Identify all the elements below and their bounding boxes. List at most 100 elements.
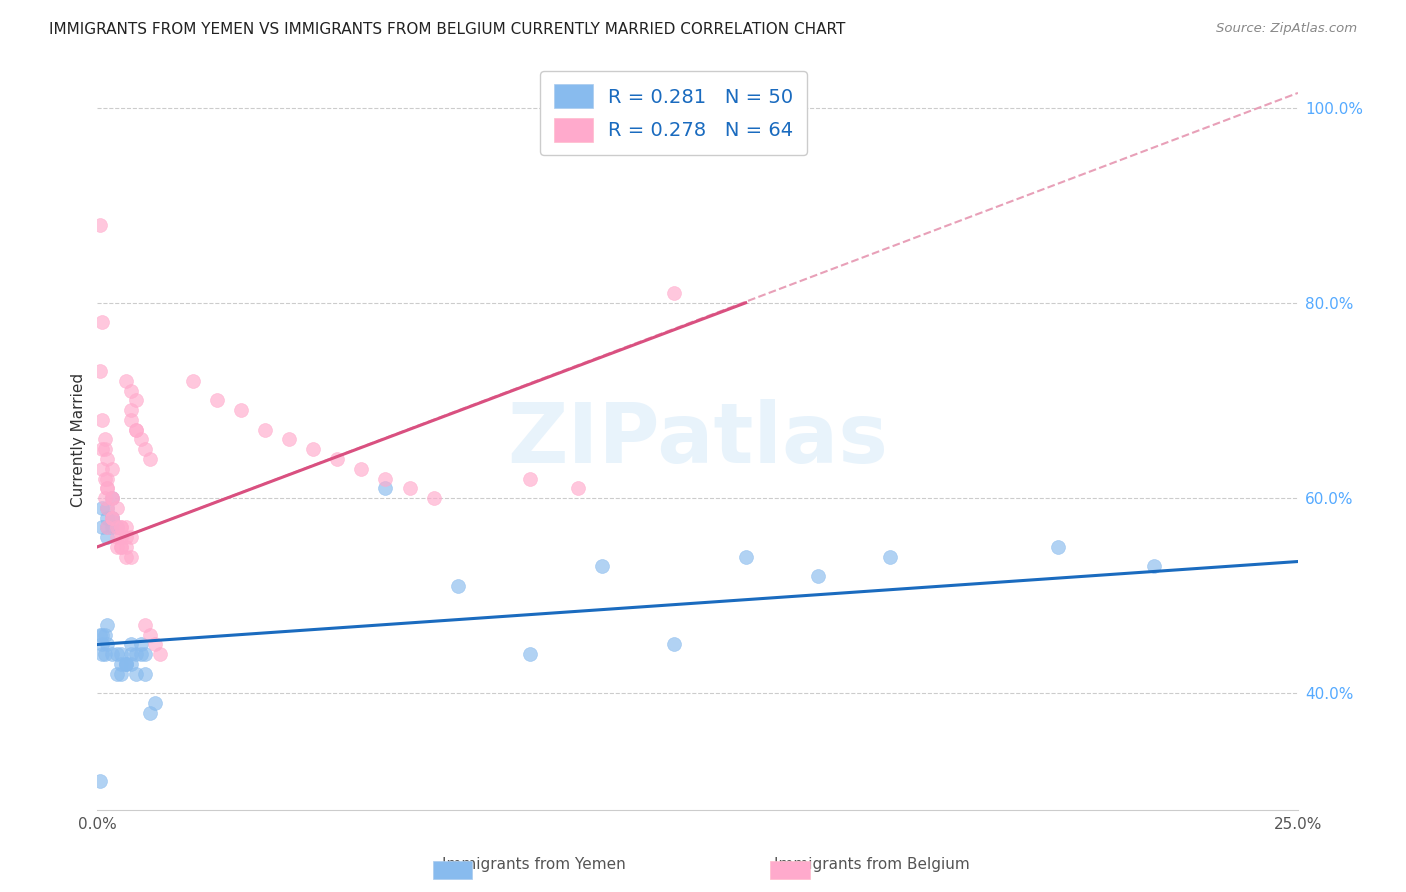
Point: [115, 657, 138, 671]
Point: [105, 666, 128, 681]
Point: [134, 442, 156, 457]
Point: [105, 530, 128, 544]
Point: [115, 657, 138, 671]
Text: ZIPatlas: ZIPatlas: [508, 399, 889, 480]
Point: [519, 471, 541, 485]
Point: [115, 549, 138, 564]
Point: [93, 433, 115, 447]
Point: [110, 540, 132, 554]
Point: [734, 549, 756, 564]
Point: [100, 491, 122, 505]
Point: [115, 657, 138, 671]
Point: [110, 520, 132, 534]
Point: [125, 666, 148, 681]
Point: [120, 549, 142, 564]
Point: [110, 530, 132, 544]
Point: [93, 442, 115, 457]
Point: [149, 647, 172, 661]
Point: [91, 462, 114, 476]
Point: [139, 628, 162, 642]
Point: [91, 647, 114, 661]
Point: [519, 647, 541, 661]
Point: [125, 647, 148, 661]
Point: [91, 315, 114, 329]
Point: [100, 491, 122, 505]
Point: [591, 559, 613, 574]
Point: [96, 452, 118, 467]
Point: [134, 666, 156, 681]
Point: [254, 423, 277, 437]
Point: [374, 481, 396, 495]
Point: [100, 510, 122, 524]
Legend: R = 0.281   N = 50, R = 0.278   N = 64: R = 0.281 N = 50, R = 0.278 N = 64: [540, 70, 807, 155]
Point: [110, 647, 132, 661]
Point: [129, 647, 152, 661]
Point: [125, 423, 148, 437]
Point: [110, 657, 132, 671]
Text: Immigrants from Yemen: Immigrants from Yemen: [443, 857, 626, 872]
Point: [302, 442, 325, 457]
Point: [96, 520, 118, 534]
Point: [100, 520, 122, 534]
Point: [278, 433, 301, 447]
Point: [139, 452, 162, 467]
Point: [100, 647, 122, 661]
Point: [662, 286, 685, 301]
Point: [96, 530, 118, 544]
Point: [115, 374, 138, 388]
Point: [105, 647, 128, 661]
Point: [110, 666, 132, 681]
Point: [96, 500, 118, 515]
Point: [134, 618, 156, 632]
Point: [105, 500, 128, 515]
Point: [96, 500, 118, 515]
Point: [143, 638, 166, 652]
Point: [89, 628, 111, 642]
Point: [120, 530, 142, 544]
Point: [398, 481, 420, 495]
Point: [91, 500, 114, 515]
Point: [1143, 559, 1166, 574]
Point: [89, 364, 111, 378]
Point: [567, 481, 589, 495]
Point: [326, 452, 349, 467]
Point: [120, 638, 142, 652]
Text: IMMIGRANTS FROM YEMEN VS IMMIGRANTS FROM BELGIUM CURRENTLY MARRIED CORRELATION C: IMMIGRANTS FROM YEMEN VS IMMIGRANTS FROM…: [49, 22, 845, 37]
Point: [183, 374, 205, 388]
Point: [91, 413, 114, 427]
Point: [807, 569, 830, 583]
Text: Immigrants from Belgium: Immigrants from Belgium: [773, 857, 970, 872]
Point: [96, 520, 118, 534]
Point: [120, 657, 142, 671]
Point: [91, 628, 114, 642]
Point: [91, 442, 114, 457]
Point: [93, 647, 115, 661]
Point: [96, 471, 118, 485]
Point: [120, 384, 142, 398]
Point: [120, 413, 142, 427]
Point: [89, 774, 111, 789]
Point: [446, 579, 468, 593]
Point: [100, 491, 122, 505]
Point: [374, 471, 396, 485]
Point: [125, 423, 148, 437]
Point: [115, 520, 138, 534]
Point: [96, 481, 118, 495]
Point: [96, 510, 118, 524]
Point: [105, 520, 128, 534]
Point: [91, 520, 114, 534]
Point: [96, 481, 118, 495]
Point: [89, 218, 111, 232]
Point: [100, 462, 122, 476]
Point: [1046, 540, 1069, 554]
Point: [96, 618, 118, 632]
Point: [96, 638, 118, 652]
Point: [207, 393, 229, 408]
Point: [115, 530, 138, 544]
Point: [129, 638, 152, 652]
Point: [100, 510, 122, 524]
Point: [139, 706, 162, 720]
Point: [105, 520, 128, 534]
Point: [93, 491, 115, 505]
Y-axis label: Currently Married: Currently Married: [72, 373, 86, 507]
